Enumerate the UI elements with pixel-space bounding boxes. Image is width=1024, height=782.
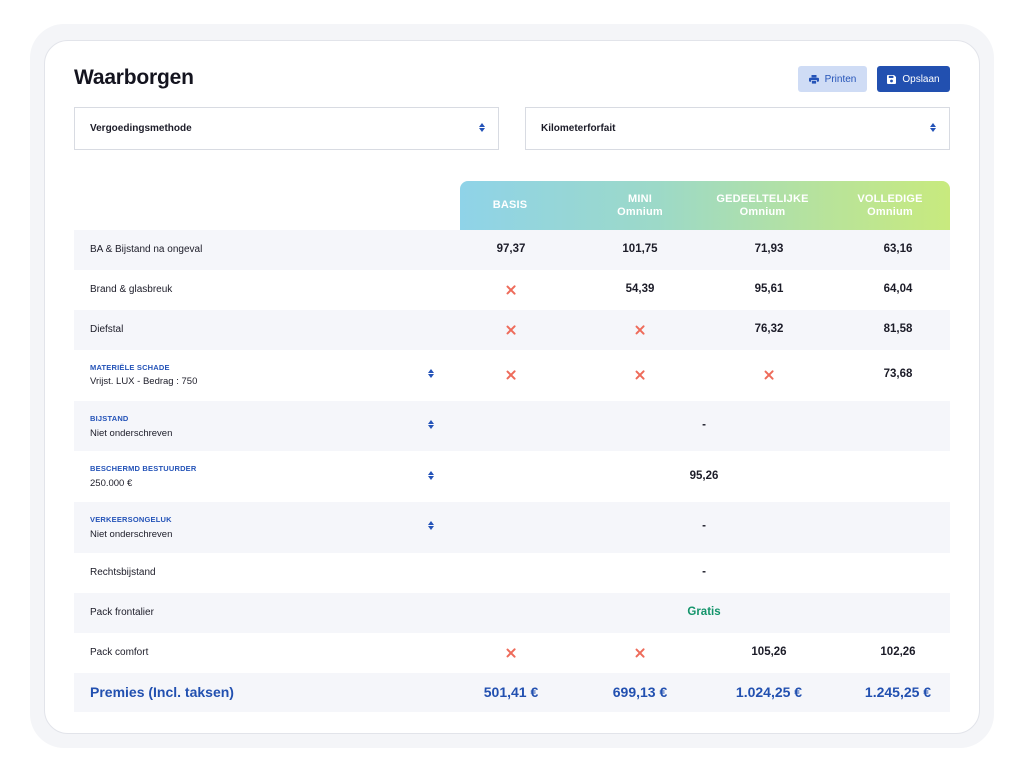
- sort-arrows-icon[interactable]: [428, 420, 434, 429]
- cross-icon: [635, 325, 645, 335]
- table-row: BA & Bijstand na ongeval 97,37 101,75 71…: [74, 230, 950, 270]
- cross-icon: [506, 370, 516, 380]
- select-value: Vergoedingsmethode: [90, 123, 192, 134]
- plan-volledige: VOLLEDIGE Omnium: [857, 192, 923, 218]
- plan-basis: BASIS: [492, 199, 528, 211]
- table-row[interactable]: MATERIËLE SCHADE Vrijst. LUX - Bedrag : …: [90, 363, 913, 387]
- page-title: Waarborgen: [74, 66, 194, 89]
- table-row: Diefstal 76,32 81,58: [74, 310, 950, 350]
- table-row: Pack comfort 105,26 102,26: [90, 646, 916, 658]
- kilometerforfait-select[interactable]: Kilometerforfait: [525, 107, 950, 150]
- total-row: Premies (Incl. taksen) 501,41 € 699,13 €…: [74, 673, 950, 712]
- table-row[interactable]: VERKEERSONGELUK Niet onderschreven -: [74, 502, 950, 553]
- cross-icon: [635, 370, 645, 380]
- table-row[interactable]: BESCHERMD BESTUURDER 250.000 € 95,26: [90, 464, 719, 489]
- cross-icon: [506, 285, 516, 295]
- plan-header: BASIS MINI Omnium GEDEELTELIJKE Omnium VOL…: [460, 181, 950, 230]
- floppy-disk-icon: [887, 74, 897, 84]
- table-row: Brand & glasbreuk 54,39 95,61 64,04: [90, 283, 913, 295]
- save-label: Opslaan: [902, 73, 940, 85]
- sort-arrows-icon[interactable]: [428, 521, 434, 530]
- cross-icon: [635, 648, 645, 658]
- printer-icon: [808, 74, 819, 84]
- plan-gedeeltelijke: GEDEELTELIJKE Omnium: [716, 192, 809, 218]
- gratis-badge: Gratis: [687, 606, 721, 618]
- save-button[interactable]: Opslaan: [877, 66, 950, 92]
- table-row: Pack frontalier Gratis: [74, 593, 950, 633]
- plan-mini: MINI Omnium: [617, 192, 663, 218]
- sort-arrows-icon[interactable]: [428, 471, 434, 480]
- table-row[interactable]: BIJSTAND Niet onderschreven -: [74, 401, 950, 451]
- table-row: Rechtsbijstand -: [90, 566, 706, 578]
- sort-arrows-icon: [479, 123, 485, 132]
- cross-icon: [764, 370, 774, 380]
- print-label: Printen: [824, 73, 857, 85]
- sort-arrows-icon[interactable]: [428, 369, 434, 378]
- select-value: Kilometerforfait: [541, 123, 616, 134]
- cross-icon: [506, 648, 516, 658]
- cross-icon: [506, 325, 516, 335]
- sort-arrows-icon: [930, 123, 936, 132]
- print-button[interactable]: Printen: [798, 66, 867, 92]
- vergoedingsmethode-select[interactable]: Vergoedingsmethode: [74, 107, 499, 150]
